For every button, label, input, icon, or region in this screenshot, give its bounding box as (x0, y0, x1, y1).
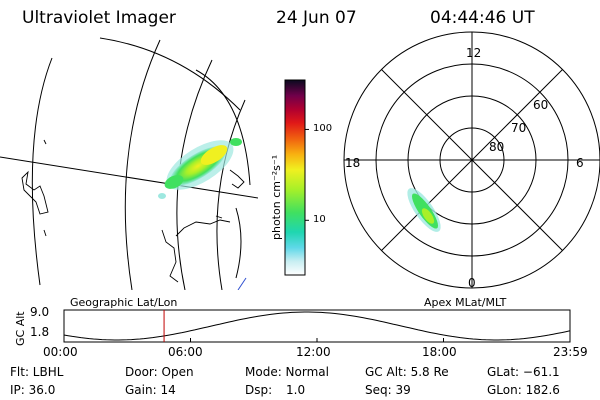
geographic-map (0, 37, 258, 290)
mode-readout: Mode: Normal (245, 365, 329, 379)
polar-mlt-label-midnight: 0 (468, 276, 476, 290)
coastline (21, 139, 245, 283)
polar-lat-label: 60 (533, 98, 549, 112)
colorbar-tick-label: 10 (313, 214, 326, 226)
orbit-ylabel: GC Alt (14, 311, 27, 346)
orbit-xtick-label: 12:00 (296, 345, 331, 359)
orbit-left-title: Geographic Lat/Lon (70, 296, 178, 309)
orbit-xtick-label: 18:00 (422, 345, 457, 359)
ip-readout: IP: 36.0 (10, 383, 56, 397)
filter-readout: Flt: LBHL (10, 365, 64, 379)
map-meridian (31, 57, 53, 286)
orbit-right-title: Apex MLat/MLT (424, 296, 507, 309)
aurora-emission-polar (407, 188, 441, 232)
orbit-altitude-curve (63, 311, 571, 341)
orbit-xtick-label: 06:00 (168, 345, 203, 359)
colorbar-gradient (284, 79, 306, 276)
dsp-label: Dsp: (245, 383, 273, 397)
polar-lat-label: 70 (511, 121, 527, 135)
colorbar-unit-label: photon cm⁻²s⁻¹ (270, 154, 283, 240)
dsp-value: 1.0 (286, 383, 306, 397)
map-parallel (235, 207, 242, 279)
colorbar (284, 79, 309, 276)
sequence-readout: Seq: 39 (365, 383, 411, 397)
map-track-segment (237, 277, 247, 290)
door-readout: Door: Open (125, 365, 194, 379)
polar-mlt-label-noon: 12 (466, 46, 482, 60)
orbit-xtick-label: 23:59 (553, 345, 588, 359)
instrument-title: Ultraviolet Imager (22, 8, 176, 28)
polar-mlt-label-dusk: 18 (345, 156, 361, 170)
geo-lon-readout: GLon: 182.6 (487, 383, 560, 397)
map-meridian (216, 99, 246, 290)
map-meridian (124, 39, 161, 290)
polar-diagonal (381, 69, 563, 251)
orbit-ytick-top: 9.0 (30, 305, 50, 319)
map-parallel (195, 69, 251, 186)
polar-plot (343, 31, 600, 289)
image-time: 04:44:46 UT (430, 8, 535, 28)
map-terminator-line (0, 156, 258, 199)
polar-lat-label: 80 (489, 140, 505, 154)
image-date: 24 Jun 07 (276, 8, 357, 28)
map-parallel (99, 37, 241, 111)
orbit-altitude-plot (63, 309, 571, 343)
geo-lat-readout: GLat: −61.1 (487, 365, 560, 379)
aurora-emission-map (158, 138, 242, 199)
orbit-plot-frame (63, 309, 571, 343)
orbit-xtick-label: 00:00 (43, 345, 78, 359)
orbit-ytick-bottom: 1.8 (30, 325, 50, 339)
colorbar-tick-label: 100 (313, 123, 333, 135)
gc-alt-readout: GC Alt: 5.8 Re (365, 365, 449, 379)
gain-readout: Gain: 14 (125, 383, 176, 397)
polar-mlt-label-dawn: 6 (576, 156, 584, 170)
